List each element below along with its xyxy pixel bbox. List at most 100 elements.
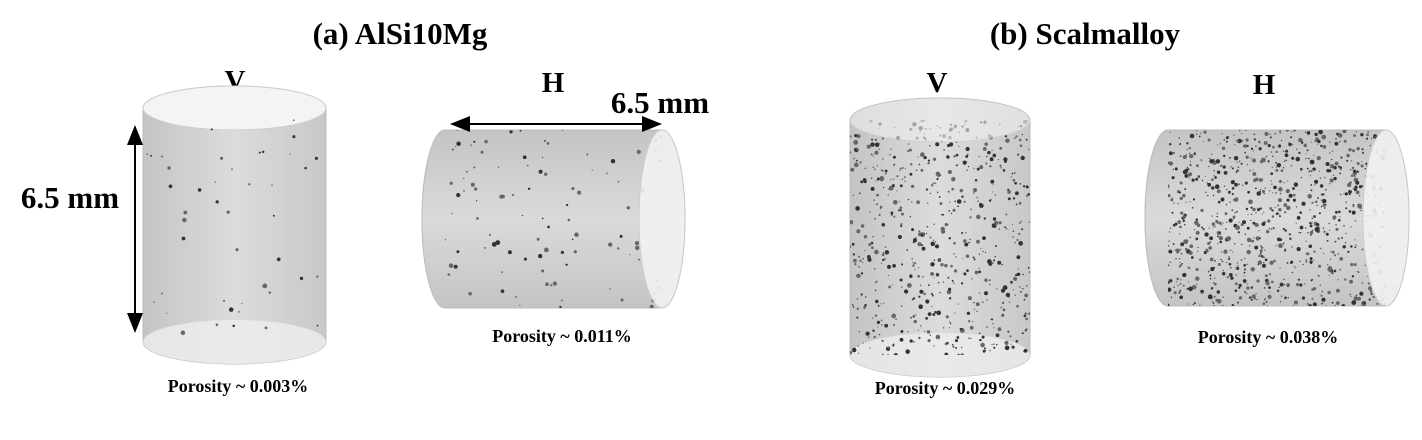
pore [876, 320, 881, 325]
pore [868, 336, 870, 338]
pore [1305, 240, 1307, 243]
pore [925, 232, 928, 235]
pore [927, 339, 931, 343]
pore [1329, 178, 1334, 183]
pore [1230, 276, 1234, 280]
pore [1285, 189, 1290, 194]
pore [1196, 250, 1199, 252]
pore [1298, 231, 1300, 234]
pore [893, 215, 896, 218]
pore [1282, 227, 1285, 231]
pore [574, 232, 579, 237]
pore [1189, 160, 1192, 163]
pore [1272, 192, 1274, 194]
pore [912, 264, 915, 267]
pore [1360, 209, 1362, 212]
pore [1238, 286, 1241, 289]
pore [1199, 258, 1202, 261]
cylinder-vertical [849, 97, 1031, 378]
pore [930, 292, 934, 296]
pore [445, 239, 447, 241]
pore [1246, 237, 1252, 243]
pore [850, 151, 852, 154]
pore [1297, 278, 1300, 281]
pore [1342, 130, 1347, 133]
pore [268, 291, 271, 294]
pore [1214, 282, 1217, 286]
pore [1254, 222, 1259, 228]
pore [1349, 181, 1352, 184]
pore [1180, 252, 1183, 255]
pore [1182, 193, 1186, 198]
pore [948, 237, 952, 240]
pore [1278, 208, 1282, 212]
pore [978, 292, 981, 294]
pore [1308, 244, 1313, 249]
pore [900, 223, 903, 226]
pore [881, 353, 884, 355]
pore [1358, 185, 1363, 189]
pore [882, 158, 884, 160]
pore [1175, 248, 1180, 253]
cylinder-horizontal [421, 129, 686, 309]
pore [1268, 291, 1270, 293]
pore [1213, 305, 1215, 306]
pore [480, 150, 484, 154]
pore [1329, 164, 1335, 169]
pore [1331, 158, 1333, 161]
pore [1259, 207, 1262, 210]
pore [857, 369, 860, 372]
pore [880, 169, 882, 171]
pore [1193, 229, 1196, 231]
pore [938, 258, 941, 262]
pore [1023, 365, 1025, 367]
pore [1258, 140, 1261, 143]
pore [1276, 162, 1282, 168]
pore [1328, 222, 1330, 225]
pore [1355, 190, 1360, 195]
pore [1237, 183, 1241, 186]
pore [1352, 187, 1354, 190]
pore [1272, 145, 1275, 149]
pore [1280, 295, 1283, 297]
pore [930, 271, 935, 276]
pore [258, 151, 261, 154]
pore [937, 176, 939, 178]
pore [1278, 286, 1280, 289]
pore [918, 336, 921, 340]
pore [1028, 221, 1030, 223]
pore [992, 217, 997, 221]
pore [1205, 248, 1209, 252]
pore [1238, 283, 1242, 288]
pore [1320, 294, 1323, 297]
pore [1307, 232, 1309, 234]
pore [220, 156, 224, 160]
pore [882, 235, 885, 237]
pore [1265, 156, 1268, 158]
pore [1021, 133, 1023, 136]
pore [870, 177, 873, 179]
pore [1195, 276, 1200, 281]
pore [1224, 227, 1227, 230]
pore [875, 180, 877, 182]
pore [853, 140, 859, 145]
pore [636, 149, 641, 155]
pore [634, 245, 640, 251]
pore [1001, 301, 1005, 305]
pore [1345, 201, 1347, 203]
orientation-label: V [927, 67, 948, 99]
pore [1351, 275, 1355, 278]
pore [1237, 166, 1240, 168]
panel-title: (a) AlSi10Mg [313, 16, 488, 51]
pore [911, 228, 915, 232]
pore [1195, 230, 1200, 235]
pore [1335, 227, 1339, 231]
pore [1365, 162, 1368, 165]
pore [1236, 139, 1239, 143]
pore [1305, 131, 1307, 134]
pore [1171, 197, 1174, 199]
pore [1216, 212, 1219, 215]
porosity-label: Porosity ~ 0.003% [168, 376, 309, 396]
pore [918, 295, 921, 298]
pore [1264, 249, 1266, 251]
